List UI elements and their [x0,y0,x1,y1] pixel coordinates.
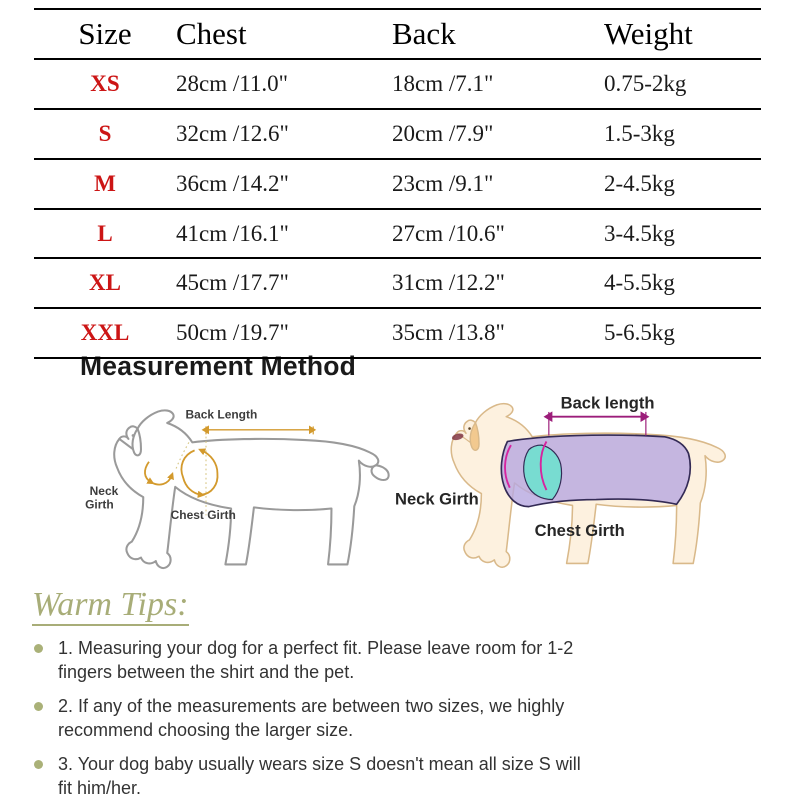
svg-text:Chest Girth: Chest Girth [171,508,236,522]
svg-text:Chest Girth: Chest Girth [535,521,625,540]
svg-text:Neck Girth: Neck Girth [395,489,479,508]
svg-text:Neck: Neck [90,484,119,498]
svg-text:Back Length: Back Length [185,407,257,421]
svg-text:Back length: Back length [561,393,655,412]
svg-text:Girth: Girth [85,498,114,512]
